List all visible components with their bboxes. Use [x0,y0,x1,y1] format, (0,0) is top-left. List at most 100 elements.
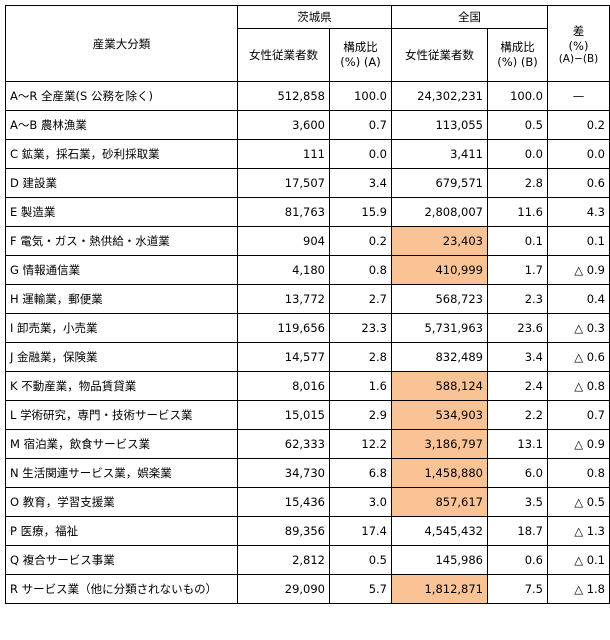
table-row: G 情報通信業 4,180 0.8 410,999 1.7 △ 0.9 [5,255,610,285]
ratio-b-cell: 11.6 [487,197,548,227]
ibaraki-workers-cell: 3,600 [237,110,330,140]
ratio-b-cell: 0.1 [487,226,548,256]
diff-cell: 0.8 [547,458,610,488]
diff-cell: △ 1.3 [547,516,610,546]
ratio-b-cell: 2.2 [487,400,548,430]
national-workers-cell: 113,055 [391,110,488,140]
row-label: C 鉱業，採石業，砂利採取業 [5,139,238,169]
diff-cell: 0.4 [547,284,610,314]
header-ibaraki: 茨城県 [237,5,392,29]
header-category: 産業大分類 [5,5,238,82]
diff-cell: 4.3 [547,197,610,227]
row-label: J 金融業，保険業 [5,342,238,372]
header-ratio-a-line1: 構成比 [343,40,378,55]
row-label: D 建設業 [5,168,238,198]
header-diff-line2: (%) [568,38,589,53]
row-label: O 教育，学習支援業 [5,487,238,517]
ratio-b-cell: 3.4 [487,342,548,372]
diff-cell: 0.6 [547,168,610,198]
table-row: I 卸売業，小売業 119,656 23.3 5,731,963 23.6 △ … [5,313,610,343]
ratio-b-cell: 13.1 [487,429,548,459]
header-diff-line1: 差 [572,23,585,38]
header-national-workers: 女性従業者数 [391,28,488,82]
ratio-a-cell: 0.8 [329,255,392,285]
header-ibaraki-workers: 女性従業者数 [237,28,330,82]
ratio-b-cell: 3.5 [487,487,548,517]
national-workers-cell: 1,812,871 [391,574,488,604]
national-workers-cell: 5,731,963 [391,313,488,343]
table-row: E 製造業 81,763 15.9 2,808,007 11.6 4.3 [5,197,610,227]
ibaraki-workers-cell: 15,436 [237,487,330,517]
ratio-a-cell: 2.8 [329,342,392,372]
diff-cell: 0.7 [547,400,610,430]
ratio-b-cell: 100.0 [487,81,548,111]
table-row: F 電気・ガス・熱供給・水道業 904 0.2 23,403 0.1 0.1 [5,226,610,256]
diff-cell: 0.1 [547,226,610,256]
header-diff-line3: (A)−(B) [558,52,599,65]
national-workers-cell: 588,124 [391,371,488,401]
ibaraki-workers-cell: 17,507 [237,168,330,198]
ratio-a-cell: 5.7 [329,574,392,604]
row-label: A～B 農林漁業 [5,110,238,140]
ratio-a-cell: 1.6 [329,371,392,401]
diff-cell: △ 0.8 [547,371,610,401]
ratio-b-cell: 23.6 [487,313,548,343]
table-row: C 鉱業，採石業，砂利採取業 111 0.0 3,411 0.0 0.0 [5,139,610,169]
national-workers-cell: 3,411 [391,139,488,169]
header-ratio-b-line1: 構成比 [500,40,535,55]
table-container: 産業大分類 茨城県 全国 差 (%) (A)−(B) 女性従業者数 構成比 (%… [5,5,610,604]
ibaraki-workers-cell: 904 [237,226,330,256]
row-label: F 電気・ガス・熱供給・水道業 [5,226,238,256]
row-label: Q 複合サービス事業 [5,545,238,575]
ratio-b-cell: 6.0 [487,458,548,488]
ratio-a-cell: 2.9 [329,400,392,430]
national-workers-cell: 857,617 [391,487,488,517]
national-workers-cell: 568,723 [391,284,488,314]
ratio-a-cell: 100.0 [329,81,392,111]
ratio-b-cell: 1.7 [487,255,548,285]
ratio-a-cell: 3.4 [329,168,392,198]
row-label: G 情報通信業 [5,255,238,285]
ibaraki-workers-cell: 29,090 [237,574,330,604]
national-workers-cell: 832,489 [391,342,488,372]
ratio-a-cell: 3.0 [329,487,392,517]
row-label: K 不動産業，物品賃貸業 [5,371,238,401]
ratio-a-cell: 23.3 [329,313,392,343]
ibaraki-workers-cell: 512,858 [237,81,330,111]
table-row: L 学術研究，専門・技術サービス業 15,015 2.9 534,903 2.2… [5,400,610,430]
ratio-a-cell: 12.2 [329,429,392,459]
header-row-2: 女性従業者数 構成比 (%) (A) 女性従業者数 構成比 (%) (B) [6,28,610,82]
header-ratio-a: 構成比 (%) (A) [329,28,392,82]
table-row: M 宿泊業，飲食サービス業 62,333 12.2 3,186,797 13.1… [5,429,610,459]
ibaraki-workers-cell: 2,812 [237,545,330,575]
ibaraki-workers-cell: 8,016 [237,371,330,401]
ibaraki-workers-cell: 4,180 [237,255,330,285]
national-workers-cell: 2,808,007 [391,197,488,227]
row-label: A～R 全産業(S 公務を除く) [5,81,238,111]
row-label: R サービス業（他に分類されないもの） [5,574,238,604]
header-row-1: 産業大分類 茨城県 全国 差 (%) (A)−(B) [5,5,610,82]
row-label: M 宿泊業，飲食サービス業 [5,429,238,459]
table-row: R サービス業（他に分類されないもの） 29,090 5.7 1,812,871… [5,574,610,604]
national-workers-cell: 3,186,797 [391,429,488,459]
row-label: L 学術研究，専門・技術サービス業 [5,400,238,430]
ratio-a-cell: 0.0 [329,139,392,169]
national-workers-cell: 534,903 [391,400,488,430]
ratio-b-cell: 2.4 [487,371,548,401]
ibaraki-workers-cell: 13,772 [237,284,330,314]
row-label: E 製造業 [5,197,238,227]
ratio-b-cell: 0.0 [487,139,548,169]
table-row: O 教育，学習支援業 15,436 3.0 857,617 3.5 △ 0.5 [5,487,610,517]
ibaraki-workers-cell: 119,656 [237,313,330,343]
ratio-a-cell: 2.7 [329,284,392,314]
diff-cell: △ 0.1 [547,545,610,575]
table-row: N 生活関連サービス業，娯楽業 34,730 6.8 1,458,880 6.0… [5,458,610,488]
ibaraki-workers-cell: 89,356 [237,516,330,546]
table-row: K 不動産業，物品賃貸業 8,016 1.6 588,124 2.4 △ 0.8 [5,371,610,401]
table-row: A～B 農林漁業 3,600 0.7 113,055 0.5 0.2 [5,110,610,140]
row-label: N 生活関連サービス業，娯楽業 [5,458,238,488]
diff-cell: — [547,81,610,111]
row-label: H 運輸業，郵便業 [5,284,238,314]
table-row: P 医療，福祉 89,356 17.4 4,545,432 18.7 △ 1.3 [5,516,610,546]
diff-cell: △ 0.3 [547,313,610,343]
